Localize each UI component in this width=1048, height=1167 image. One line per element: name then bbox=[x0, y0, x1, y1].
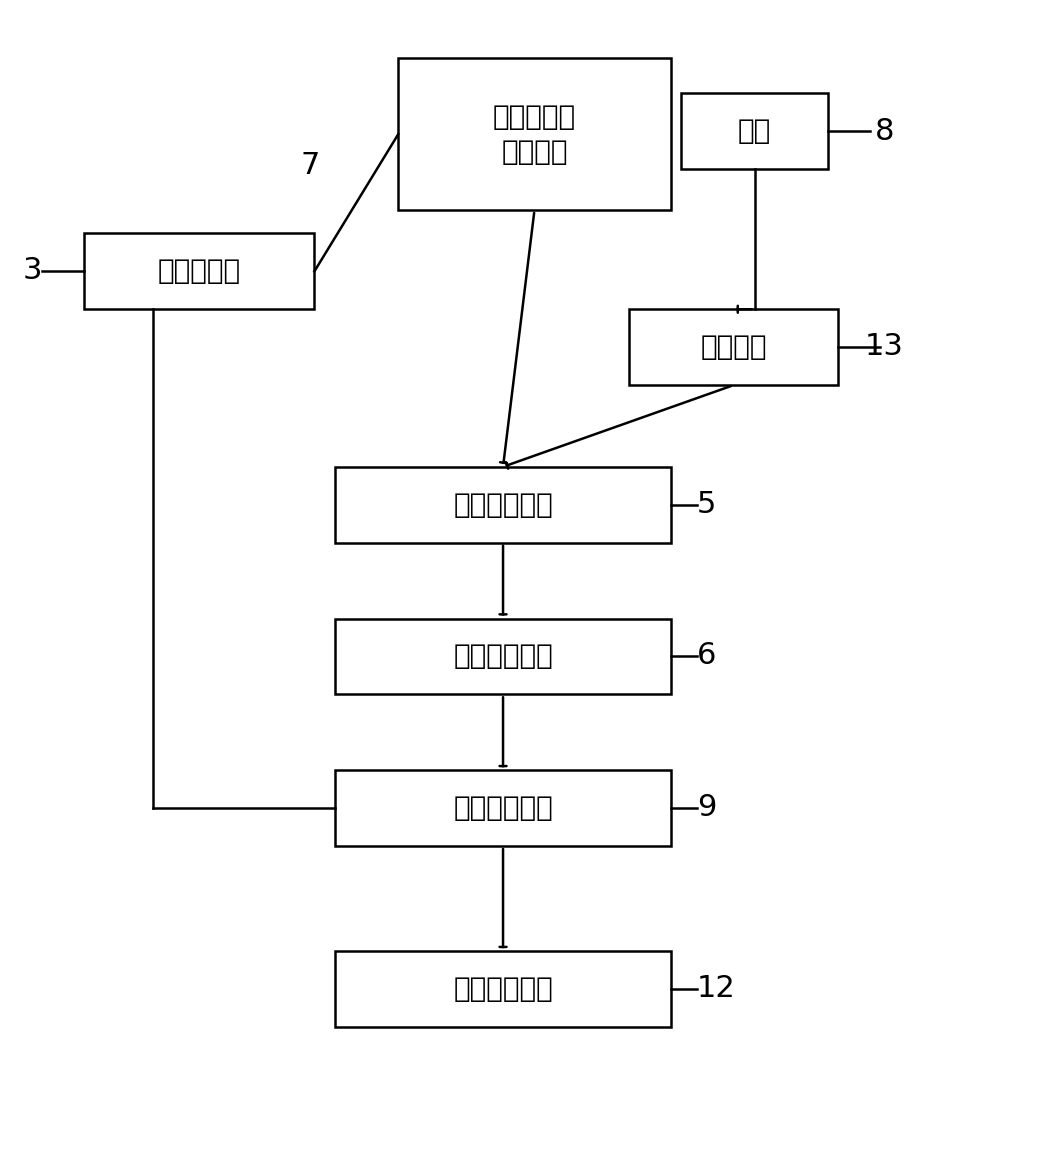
Text: 数据储存模块: 数据储存模块 bbox=[453, 643, 553, 670]
Text: 6: 6 bbox=[697, 642, 716, 670]
Text: 8: 8 bbox=[875, 118, 895, 146]
Text: 数据对比模块: 数据对比模块 bbox=[453, 795, 553, 822]
Text: 5: 5 bbox=[697, 490, 716, 518]
Text: 7: 7 bbox=[301, 152, 320, 180]
Text: 电流模块: 电流模块 bbox=[700, 334, 767, 361]
FancyBboxPatch shape bbox=[398, 58, 671, 210]
FancyBboxPatch shape bbox=[681, 93, 828, 169]
FancyBboxPatch shape bbox=[629, 309, 838, 385]
FancyBboxPatch shape bbox=[84, 233, 314, 309]
FancyBboxPatch shape bbox=[335, 467, 671, 543]
Text: 探针: 探针 bbox=[738, 118, 771, 145]
Text: 13: 13 bbox=[865, 333, 903, 361]
Text: 3: 3 bbox=[22, 257, 42, 285]
Text: 电机编码器: 电机编码器 bbox=[157, 258, 241, 285]
Text: 9: 9 bbox=[697, 794, 716, 822]
FancyBboxPatch shape bbox=[335, 619, 671, 694]
FancyBboxPatch shape bbox=[335, 951, 671, 1027]
FancyBboxPatch shape bbox=[335, 770, 671, 846]
Text: 红外线反射
型传感器: 红外线反射 型传感器 bbox=[493, 103, 576, 166]
Text: 数据采集模块: 数据采集模块 bbox=[453, 491, 553, 518]
Text: 数据输出模块: 数据输出模块 bbox=[453, 976, 553, 1002]
Text: 12: 12 bbox=[697, 974, 736, 1002]
